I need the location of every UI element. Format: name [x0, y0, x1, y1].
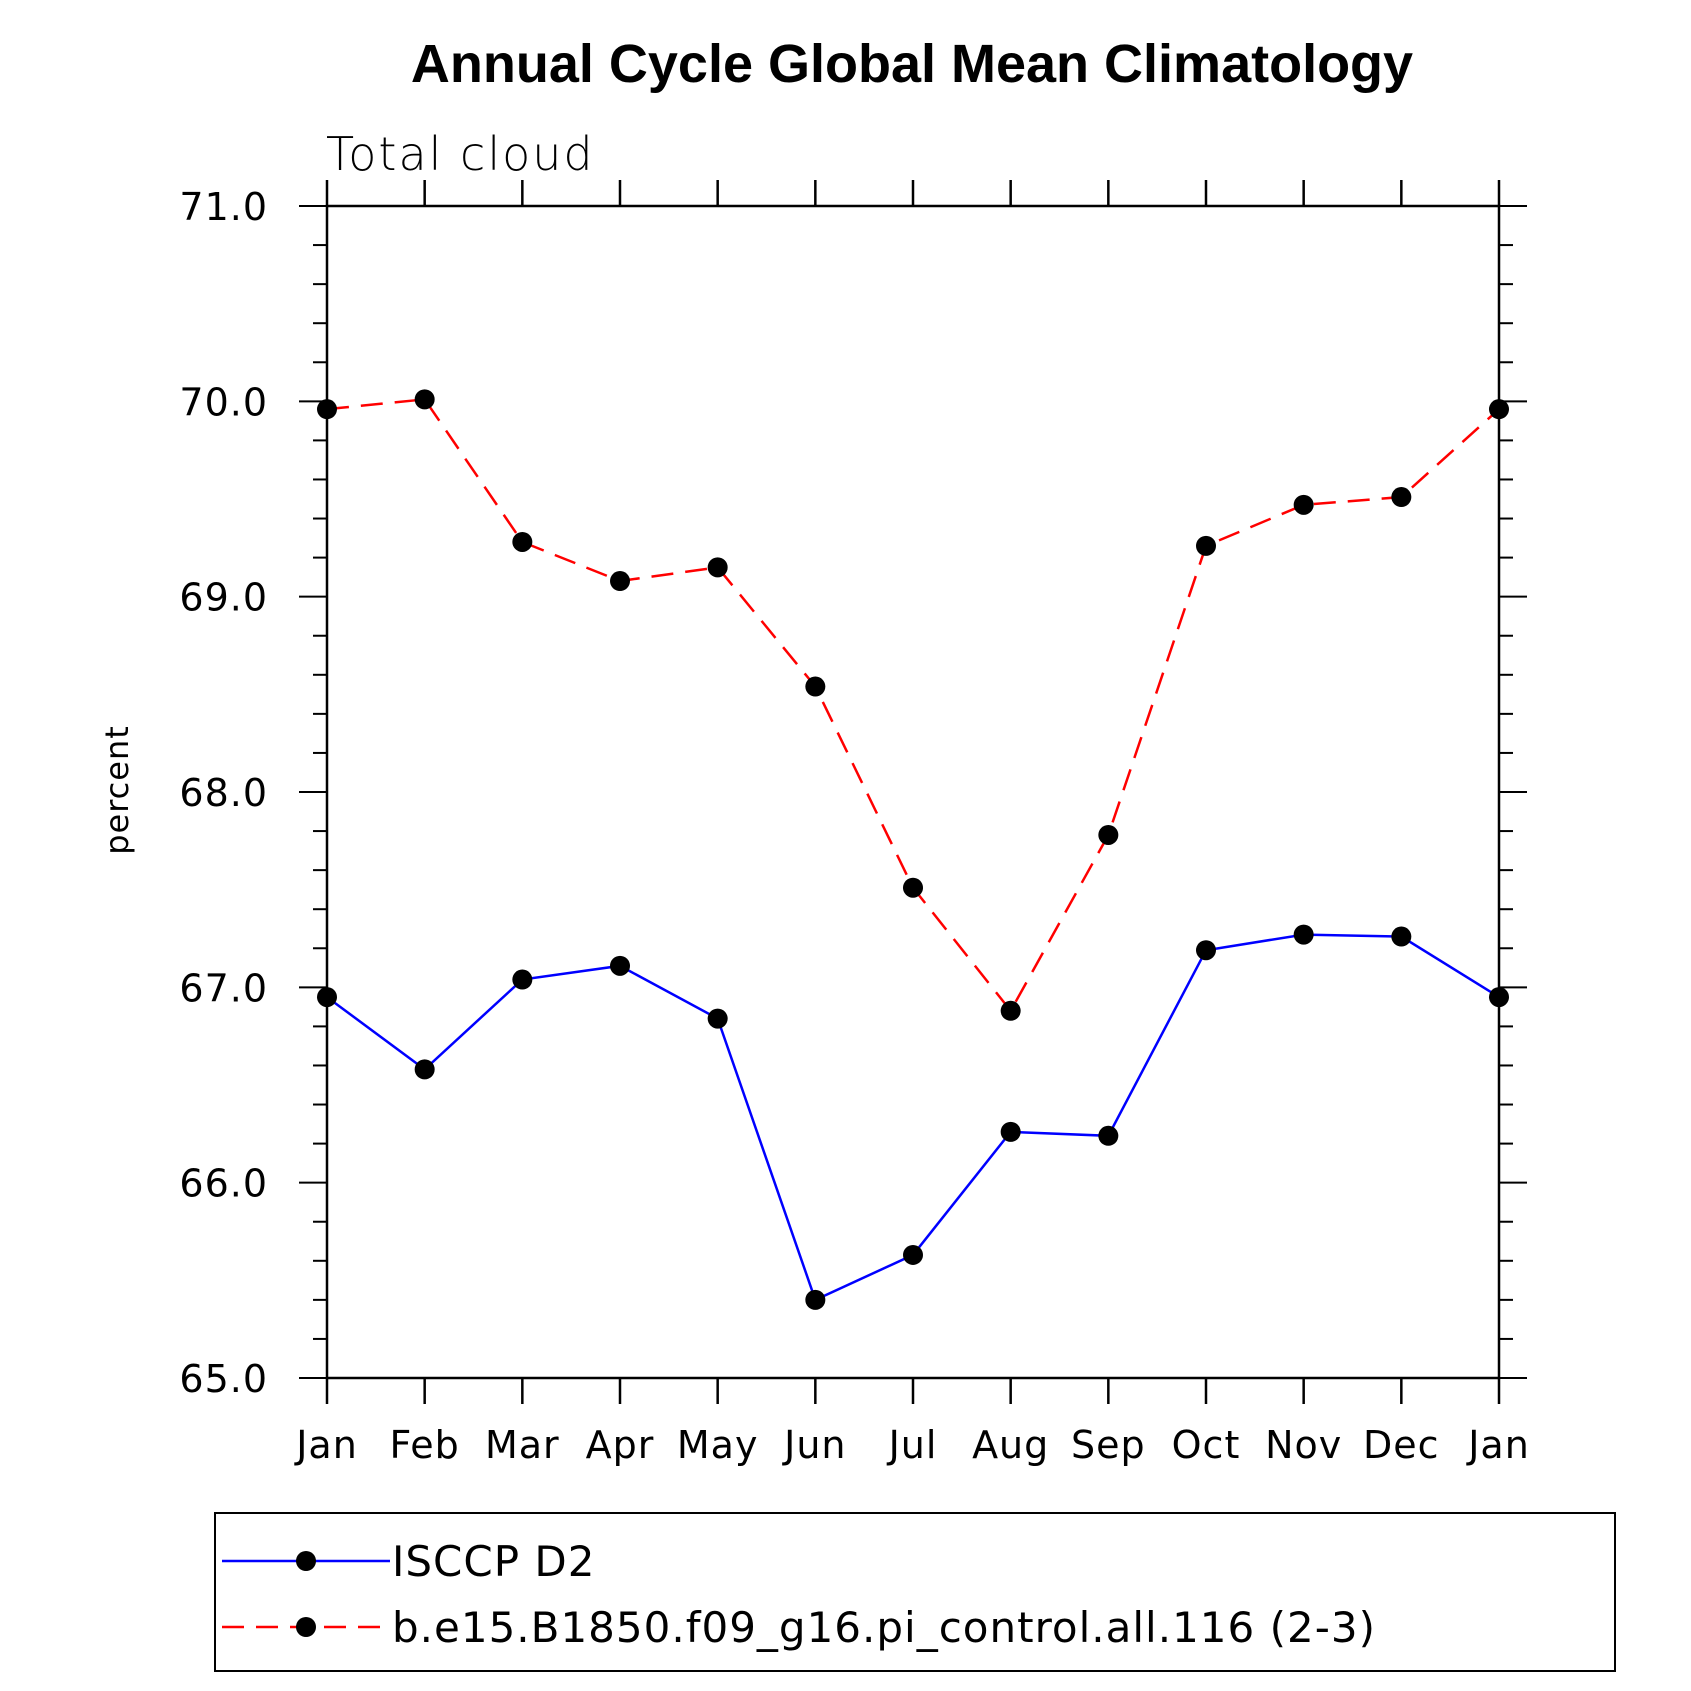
y-tick-label: 68.0 — [179, 771, 268, 815]
chart-title: Annual Cycle Global Mean Climatology — [411, 34, 1413, 94]
legend-label-model: b.e15.B1850.f09_g16.pi_control.all.116 (… — [392, 1603, 1376, 1652]
y-tick-label: 69.0 — [179, 576, 268, 620]
plot-frame — [325, 204, 1501, 1380]
data-point-1 — [1293, 494, 1314, 515]
x-tick-label: Oct — [1172, 1423, 1241, 1467]
y-tick-label: 65.0 — [179, 1357, 268, 1401]
x-tick-label: Feb — [390, 1423, 460, 1467]
data-point-0 — [1000, 1121, 1021, 1142]
data-point-1 — [414, 389, 435, 410]
y-tick-label: 70.0 — [179, 380, 268, 424]
data-point-1 — [512, 531, 533, 552]
data-point-0 — [414, 1059, 435, 1080]
data-point-0 — [1489, 987, 1509, 1008]
data-point-1 — [1489, 399, 1509, 420]
data-point-0 — [610, 955, 630, 976]
x-tick-label: Jan — [1466, 1423, 1530, 1467]
data-point-1 — [805, 676, 826, 697]
x-tick-label: Aug — [972, 1423, 1049, 1467]
x-tick-label: Dec — [1363, 1423, 1440, 1467]
data-point-0 — [903, 1244, 923, 1265]
y-tick-label: 67.0 — [179, 966, 268, 1010]
y-axis-label: percent — [98, 725, 136, 855]
x-tick-label: Jan — [294, 1423, 358, 1467]
data-point-0 — [707, 1008, 728, 1029]
data-point-1 — [1196, 535, 1216, 556]
data-point-1 — [1098, 824, 1119, 845]
legend-marker-model — [296, 1617, 316, 1637]
data-point-1 — [317, 399, 337, 420]
data-point-0 — [317, 987, 337, 1008]
data-point-0 — [805, 1289, 826, 1310]
data-point-1 — [1000, 1000, 1021, 1021]
x-tick-label: Mar — [485, 1423, 560, 1467]
data-point-1 — [610, 571, 630, 592]
x-tick-label: Nov — [1265, 1423, 1342, 1467]
legend-marker-isccp — [296, 1551, 316, 1571]
data-point-0 — [1391, 926, 1412, 947]
data-point-1 — [903, 877, 923, 898]
x-tick-label: May — [677, 1423, 759, 1467]
data-point-0 — [1098, 1125, 1119, 1146]
data-point-0 — [1293, 924, 1314, 945]
chart-subtitle: Total cloud — [326, 127, 595, 181]
y-tick-label: 71.0 — [179, 185, 268, 229]
data-point-1 — [707, 557, 728, 578]
x-tick-label: Jul — [887, 1423, 938, 1467]
legend: ISCCP D2 b.e15.B1850.f09_g16.pi_control.… — [214, 1512, 1616, 1672]
x-tick-label: Jun — [782, 1423, 846, 1467]
legend-box — [214, 1512, 1616, 1672]
data-point-0 — [1196, 940, 1216, 961]
x-tick-label: Sep — [1071, 1423, 1146, 1467]
series-line-1 — [326, 398, 1500, 1014]
data-point-0 — [512, 969, 533, 990]
legend-label-isccp: ISCCP D2 — [392, 1537, 595, 1586]
data-point-1 — [1391, 487, 1412, 508]
plot-area: Jan Feb Mar Apr May Jun Jul Aug Sep Oct Nov Dec Jan 6… — [179, 180, 1529, 1467]
x-tick-label: Apr — [586, 1423, 655, 1467]
y-tick-label: 66.0 — [179, 1162, 268, 1206]
